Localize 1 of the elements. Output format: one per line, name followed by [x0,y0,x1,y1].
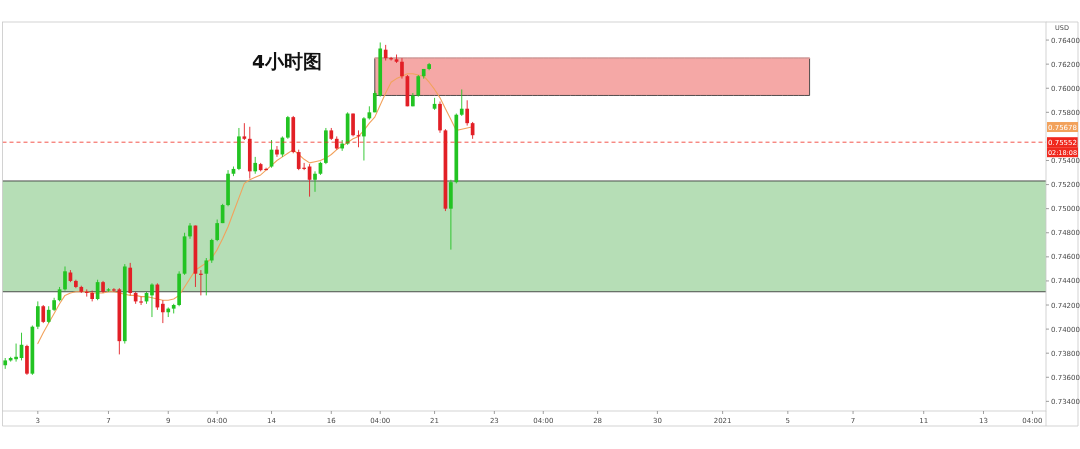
text: 4小时图 [252,51,322,72]
